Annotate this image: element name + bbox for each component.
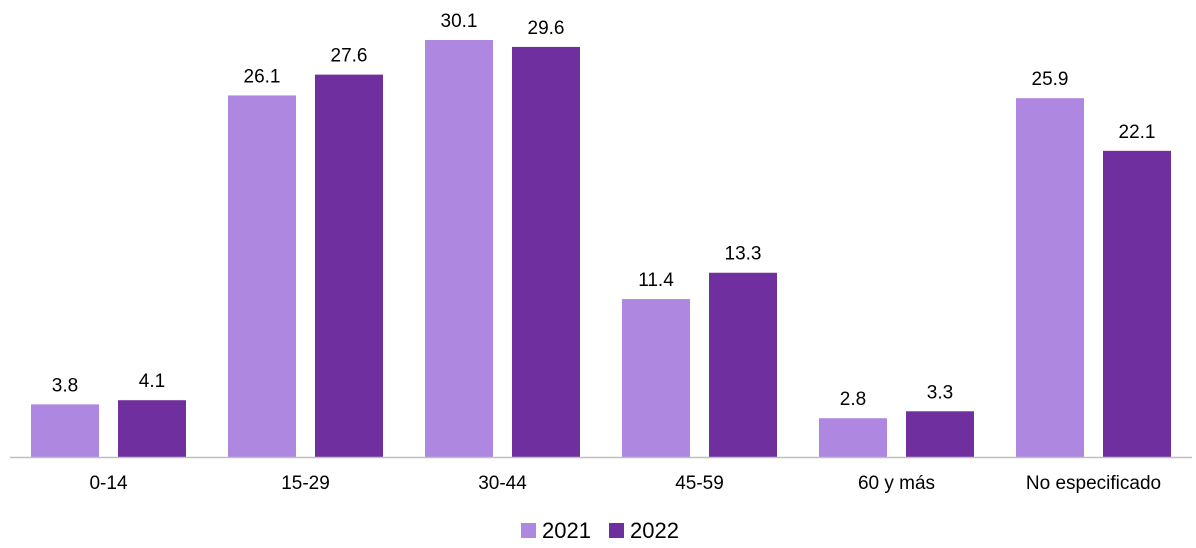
- data-label: 3.3: [927, 382, 953, 403]
- data-label: 3.8: [52, 375, 78, 396]
- bar-2022-0-14: [118, 400, 186, 457]
- bar-2021-15-29: [228, 95, 296, 457]
- legend-label: 2021: [542, 518, 591, 543]
- bar-2021-30-44: [425, 40, 493, 457]
- bar-2022-no-especificado: [1103, 150, 1171, 457]
- data-label: 4.1: [139, 371, 165, 392]
- data-label: 26.1: [244, 66, 281, 87]
- bar-2022-30-44: [512, 46, 580, 457]
- x-tick-labels: 0-14 15-29 30-44 45-59 60 y más No especifica…: [89, 473, 1161, 494]
- x-tick-label: 45-59: [675, 473, 724, 494]
- legend: 2021 2022: [521, 518, 679, 543]
- x-tick-label: 0-14: [89, 473, 127, 494]
- data-label: 30.1: [441, 11, 478, 32]
- bar-2022-15-29: [315, 74, 383, 457]
- bar-2021-no-especificado: [1016, 98, 1084, 458]
- x-tick-label: 60 y más: [858, 473, 935, 494]
- legend-swatch: [521, 523, 536, 538]
- legend-item-2022: 2022: [609, 518, 679, 543]
- data-label: 13.3: [725, 244, 762, 265]
- bar-2022-60-y-más: [906, 411, 974, 457]
- data-label: 27.6: [331, 46, 368, 67]
- bar-2021-0-14: [31, 404, 99, 457]
- bars-layer: [31, 40, 1171, 458]
- data-label: 22.1: [1119, 122, 1156, 143]
- data-labels-layer: 3.8 4.1 26.1 27.6 30.1 29.6 11.4 13.3 2.8 3.3 25.9…: [52, 11, 1156, 410]
- data-label: 2.8: [840, 389, 866, 410]
- legend-swatch: [609, 523, 624, 538]
- bar-2021-60-y-más: [819, 418, 887, 457]
- data-label: 29.6: [528, 18, 565, 39]
- bar-2022-45-59: [709, 272, 777, 457]
- x-tick-label: 15-29: [281, 473, 330, 494]
- data-label: 11.4: [638, 270, 674, 291]
- bar-2021-45-59: [622, 299, 690, 457]
- legend-item-2021: 2021: [521, 518, 591, 543]
- x-tick-label: No especificado: [1026, 473, 1161, 494]
- data-label: 25.9: [1032, 69, 1069, 90]
- legend-label: 2022: [630, 518, 679, 543]
- x-tick-label: 30-44: [478, 473, 527, 494]
